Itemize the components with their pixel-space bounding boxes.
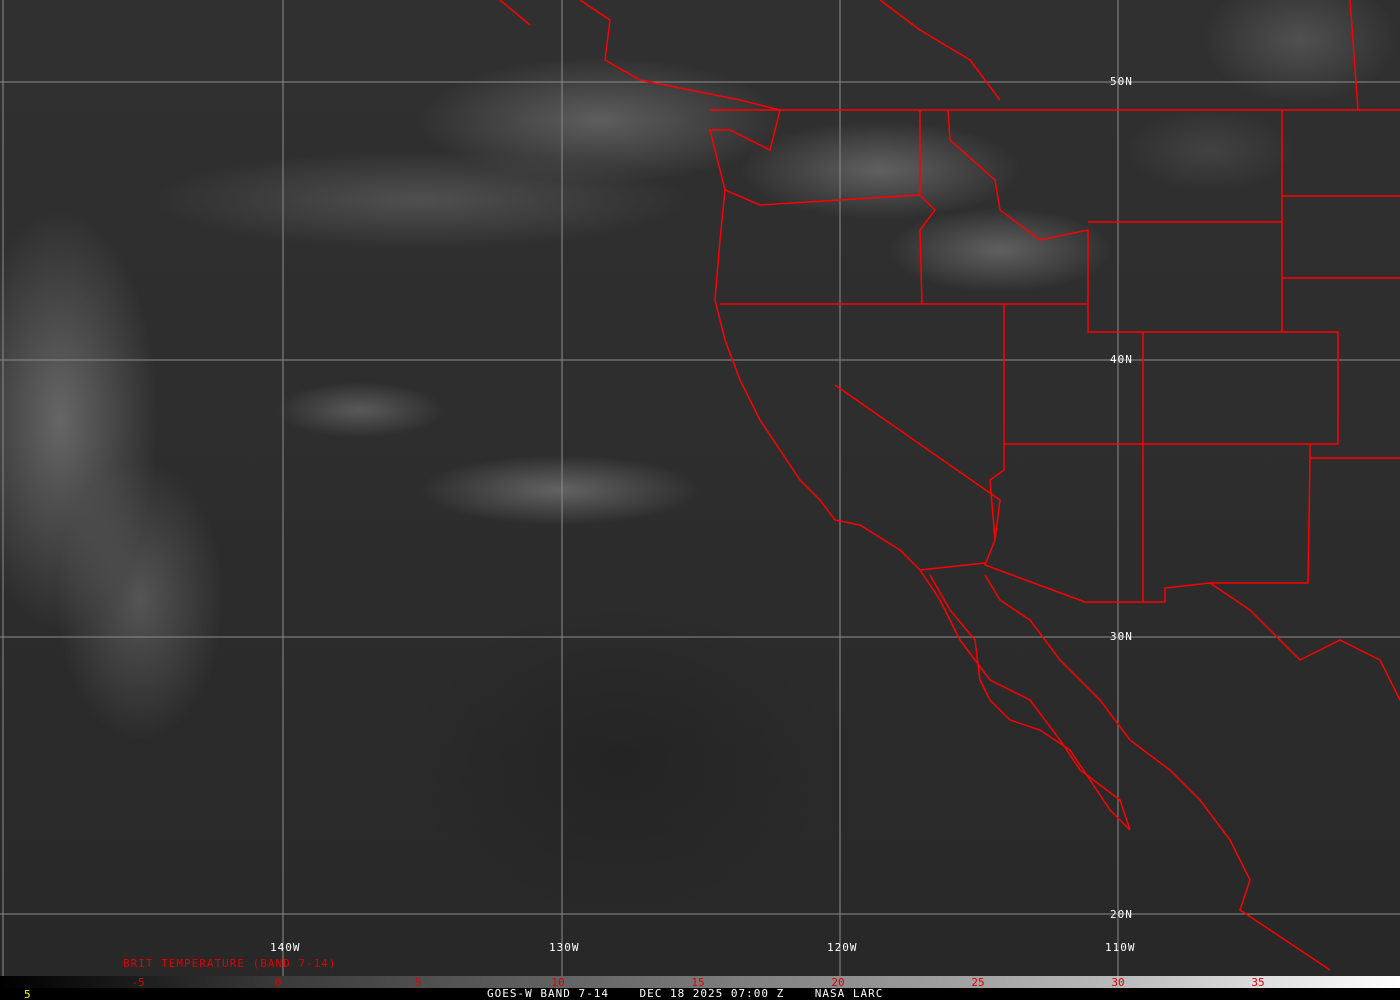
scale-tick: 30 bbox=[1111, 976, 1125, 989]
scale-tick: 25 bbox=[971, 976, 985, 989]
political-borders bbox=[499, 0, 1400, 971]
legend-title: BRIT TEMPERATURE (BAND 7-14) bbox=[123, 957, 337, 970]
scale-tick: -5 bbox=[131, 976, 145, 989]
corner-value: 5 bbox=[24, 988, 31, 1000]
scale-tick: 20 bbox=[831, 976, 845, 989]
lon-label-130w: 130W bbox=[549, 941, 580, 954]
coastline bbox=[499, 0, 1331, 971]
lon-label-140w: 140W bbox=[270, 941, 301, 954]
caption-bar bbox=[0, 988, 1400, 1000]
lon-label-120w: 120W bbox=[827, 941, 858, 954]
scale-tick: 0 bbox=[274, 976, 282, 989]
scale-tick: 10 bbox=[551, 976, 565, 989]
map-overlay bbox=[0, 0, 1400, 976]
lat-lon-grid bbox=[0, 0, 1400, 976]
lat-label-20n: 20N bbox=[1110, 908, 1133, 921]
lat-label-50n: 50N bbox=[1110, 75, 1133, 88]
scale-tick: 35 bbox=[1251, 976, 1265, 989]
lat-label-40n: 40N bbox=[1110, 353, 1133, 366]
scale-tick: 5 bbox=[414, 976, 422, 989]
scale-tick: 15 bbox=[691, 976, 705, 989]
state-borders bbox=[720, 0, 1400, 701]
satellite-imagery bbox=[0, 0, 1400, 976]
temperature-scale-bar bbox=[0, 976, 1400, 988]
lat-label-30n: 30N bbox=[1110, 630, 1133, 643]
lon-label-110w: 110W bbox=[1105, 941, 1136, 954]
satellite-caption: GOES-W BAND 7-14 DEC 18 2025 07:00 Z NAS… bbox=[487, 987, 884, 1000]
